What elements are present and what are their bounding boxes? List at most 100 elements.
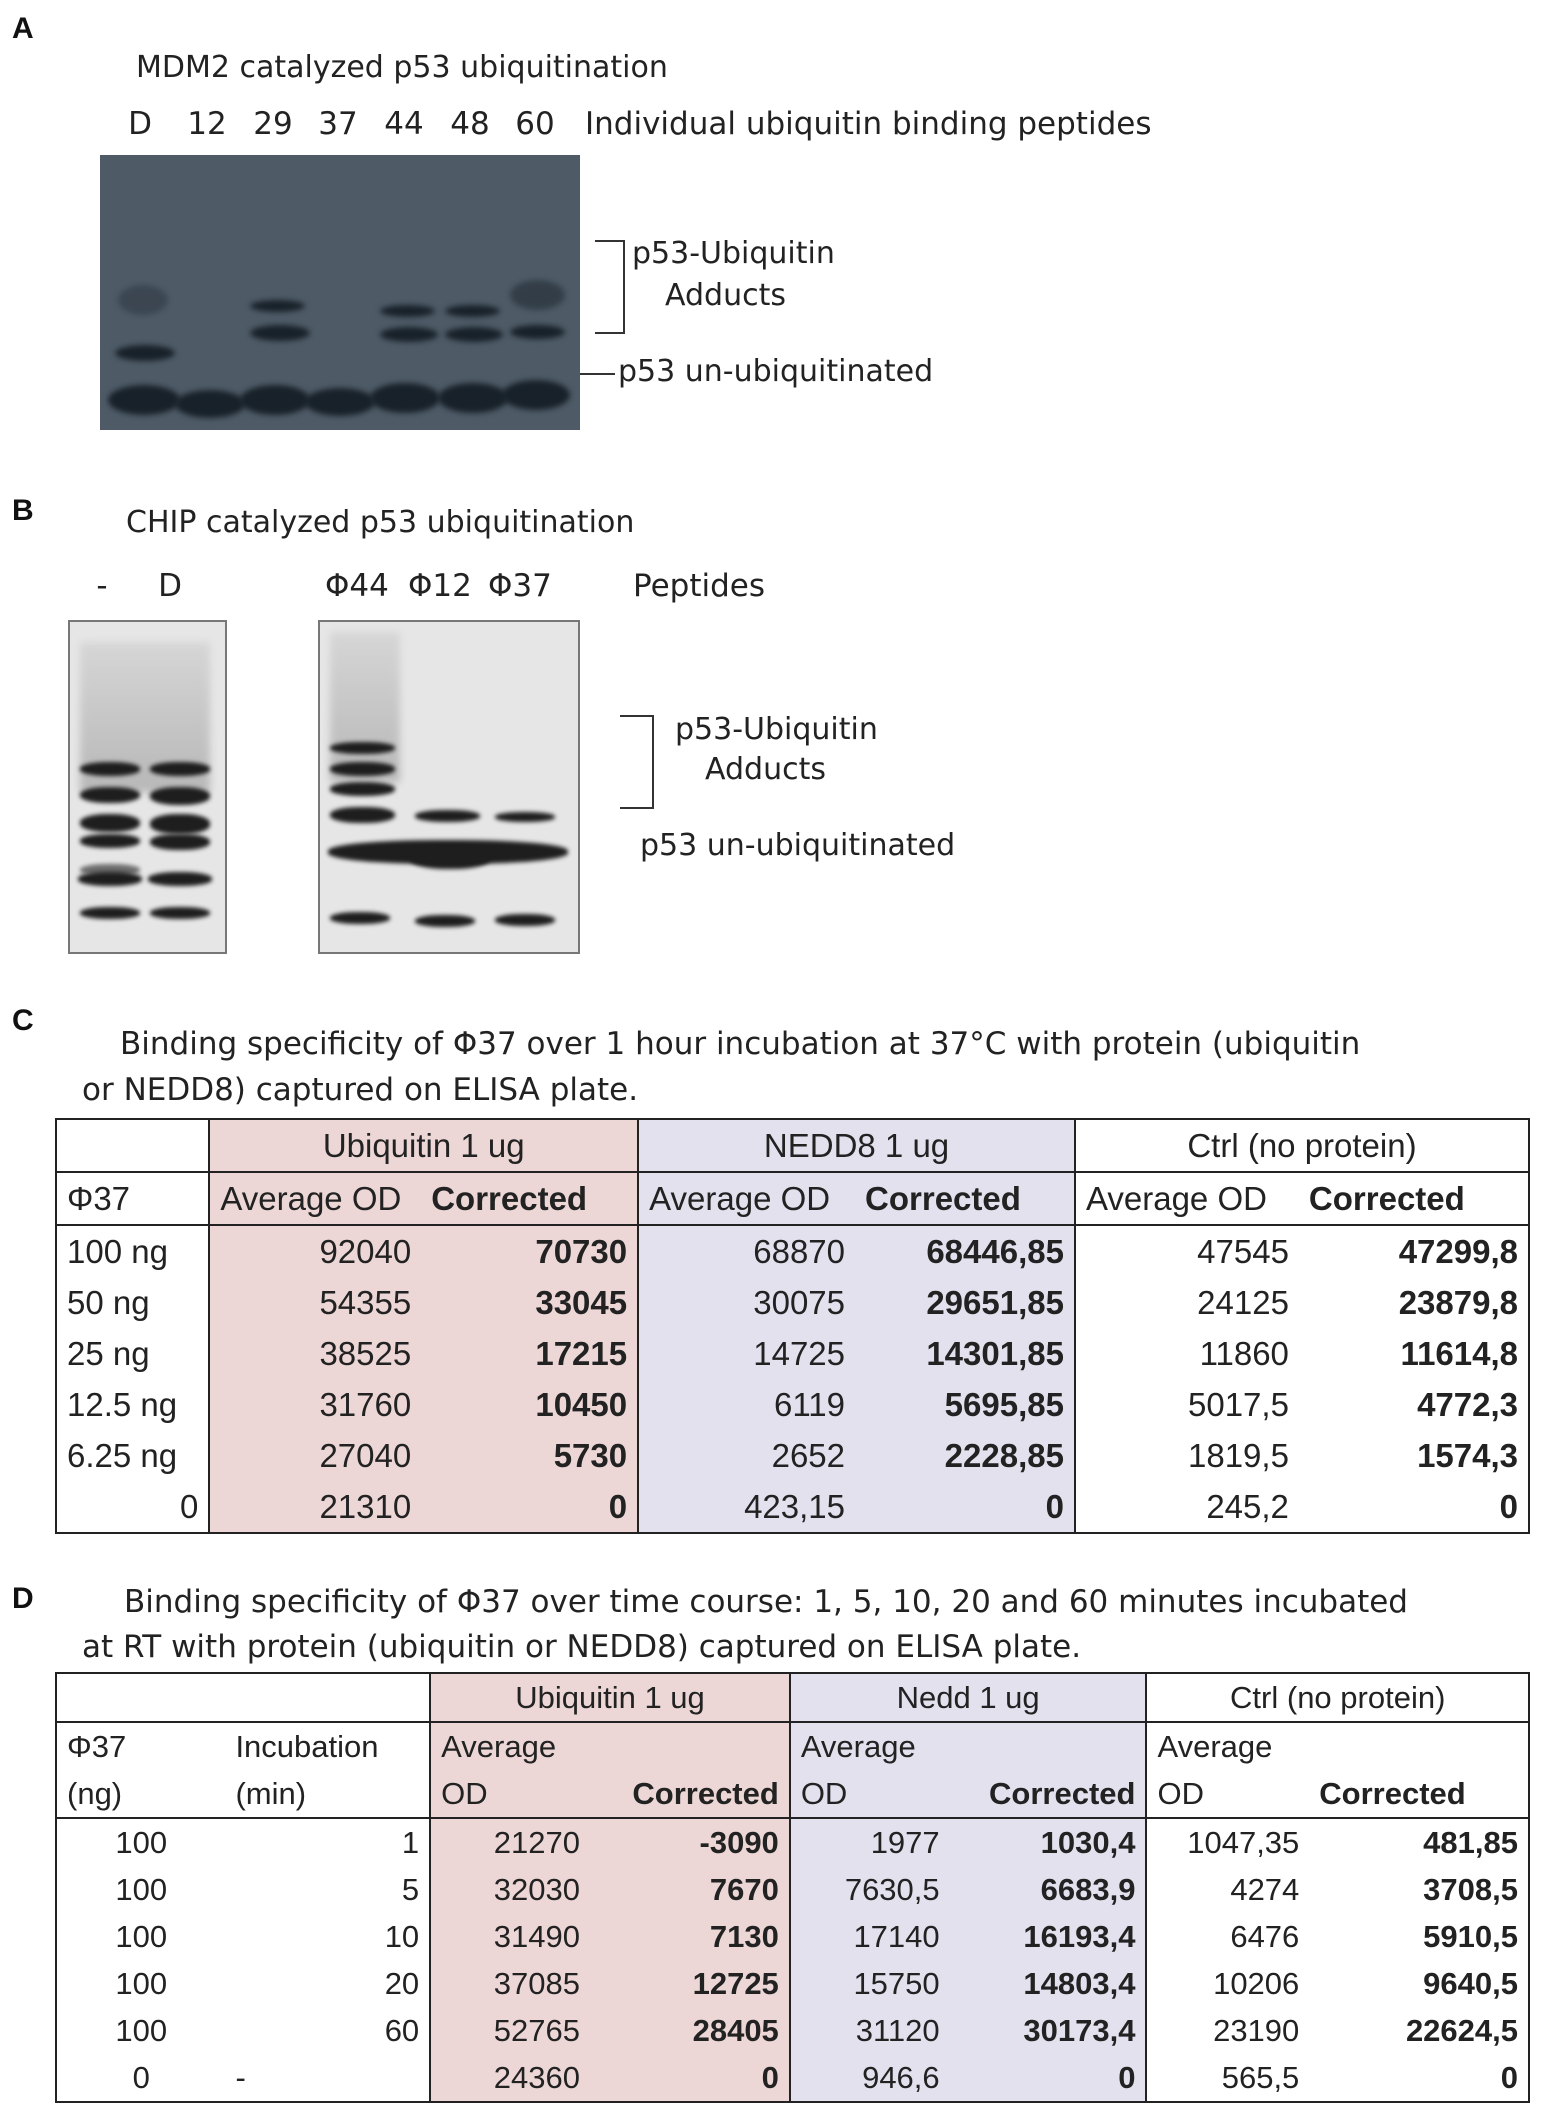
western-blot-b-right <box>318 620 580 954</box>
cell: 37085 <box>429 1960 591 2007</box>
cell: -3090 <box>590 1818 790 1866</box>
cell: 33045 <box>421 1277 639 1328</box>
cell: 11860 <box>1073 1328 1299 1379</box>
cell: 100 ng <box>54 1225 210 1277</box>
lane-label: 37 <box>318 106 358 142</box>
cell: 3708,5 <box>1309 1866 1530 1913</box>
western-blot-a <box>100 155 580 430</box>
lane-label: Φ44 <box>325 568 389 604</box>
cell: 5695,85 <box>855 1379 1075 1430</box>
panel-a-label: A <box>12 12 34 45</box>
lane-label: 44 <box>384 106 424 142</box>
col-header: Average OD <box>208 1172 422 1225</box>
adducts-bracket <box>595 240 625 334</box>
cell: 24360 <box>429 2054 591 2102</box>
col-header: Corrected <box>1309 1770 1530 1818</box>
cell: 54355 <box>208 1277 422 1328</box>
adducts-label-b2: Adducts <box>705 752 826 787</box>
cell: 100 <box>54 2007 226 2054</box>
unubiq-label-b: p53 un-ubiquitinated <box>640 828 956 863</box>
cell: 2652 <box>637 1430 856 1481</box>
cell: 31120 <box>788 2007 950 2054</box>
cell: 5 <box>401 1871 420 1907</box>
group-header: Ubiquitin 1 ug <box>429 1673 790 1722</box>
col-header: Corrected <box>949 1770 1147 1818</box>
cell: 28405 <box>590 2007 790 2054</box>
cell: 6.25 ng <box>54 1430 210 1481</box>
adducts-label-b: p53-Ubiquitin <box>675 712 878 747</box>
group-header: Ctrl (no protein) <box>1073 1119 1531 1172</box>
table-row: 100 60 52765 28405 31120 30173,4 23190 2… <box>54 2007 1530 2054</box>
cell: 14803,4 <box>949 1960 1147 2007</box>
panel-d-label: D <box>12 1582 34 1615</box>
col-header: Average <box>788 1722 950 1770</box>
table-d: Ubiquitin 1 ug Nedd 1 ug Ctrl (no protei… <box>54 1672 1530 2103</box>
cell: 4772,3 <box>1298 1379 1531 1430</box>
cell: 47299,8 <box>1298 1225 1531 1277</box>
cell: 0 <box>590 2054 790 2102</box>
panel-d-caption-2: at RT with protein (ubiquitin or NEDD8) … <box>82 1629 1082 1665</box>
cell: 14301,85 <box>855 1328 1075 1379</box>
cell: 100 <box>54 1866 226 1913</box>
cell: 1574,3 <box>1298 1430 1531 1481</box>
table-c: Ubiquitin 1 ug NEDD8 1 ug Ctrl (no prote… <box>54 1118 1531 1534</box>
cell: 29651,85 <box>855 1277 1075 1328</box>
table-row: 100 ng 92040 70730 68870 68446,85 47545 … <box>54 1225 1531 1277</box>
cell: 1 <box>401 1824 420 1860</box>
cell: 1977 <box>788 1818 950 1866</box>
cell: 20 <box>384 1965 420 2001</box>
cell: 0 <box>855 1481 1075 1533</box>
cell: 10450 <box>421 1379 639 1430</box>
cell: 6683,9 <box>949 1866 1147 1913</box>
cell: 12725 <box>590 1960 790 2007</box>
cell: 31490 <box>429 1913 591 1960</box>
lanes-caption: Peptides <box>633 568 766 604</box>
group-header: Ctrl (no protein) <box>1145 1673 1530 1722</box>
col-header: OD <box>788 1770 950 1818</box>
cell: 23190 <box>1145 2007 1310 2054</box>
col-header: Average <box>429 1722 591 1770</box>
cell: 24125 <box>1073 1277 1299 1328</box>
table-row: 100 20 37085 12725 15750 14803,4 10206 9… <box>54 1960 1530 2007</box>
cell: 1047,35 <box>1145 1818 1310 1866</box>
col-header: Corrected <box>590 1770 790 1818</box>
group-header: Ubiquitin 1 ug <box>208 1119 639 1172</box>
table-row: 0 21310 0 423,15 0 245,2 0 <box>54 1481 1531 1533</box>
cell: 2228,85 <box>855 1430 1075 1481</box>
col-header: Average OD <box>637 1172 856 1225</box>
cell: 481,85 <box>1309 1818 1530 1866</box>
cell: 0 <box>1309 2054 1530 2102</box>
lane-label: 60 <box>515 106 555 142</box>
cell: 6476 <box>1145 1913 1310 1960</box>
cell: 7670 <box>590 1866 790 1913</box>
cell: 60 <box>384 2012 420 2048</box>
cell: 92040 <box>208 1225 422 1277</box>
cell: 27040 <box>208 1430 422 1481</box>
cell: 423,15 <box>637 1481 856 1533</box>
adducts-label-a2: Adducts <box>665 278 786 313</box>
col-header: OD <box>1145 1770 1310 1818</box>
cell: 245,2 <box>1073 1481 1299 1533</box>
cell: 100 <box>54 1960 226 2007</box>
group-header: NEDD8 1 ug <box>637 1119 1075 1172</box>
cell: 52765 <box>429 2007 591 2054</box>
cell: 100 <box>54 1913 226 1960</box>
cell: 68870 <box>637 1225 856 1277</box>
table-row: 100 1 21270 -3090 1977 1030,4 1047,35 48… <box>54 1818 1530 1866</box>
cell: - <box>235 2059 246 2095</box>
panel-c-caption-2: or NEDD8) captured on ELISA plate. <box>82 1072 639 1108</box>
western-blot-b-left <box>68 620 227 954</box>
table-row: 12.5 ng 31760 10450 6119 5695,85 5017,5 … <box>54 1379 1531 1430</box>
cell: 21310 <box>208 1481 422 1533</box>
cell: 25 ng <box>54 1328 210 1379</box>
cell: 946,6 <box>788 2054 950 2102</box>
col-header: Corrected <box>421 1172 639 1225</box>
lanes-caption: Individual ubiquitin binding peptides <box>585 106 1152 142</box>
cell: 17140 <box>788 1913 950 1960</box>
cell: 16193,4 <box>949 1913 1147 1960</box>
panel-c-label: C <box>12 1004 34 1037</box>
cell: 9640,5 <box>1309 1960 1530 2007</box>
cell: 38525 <box>208 1328 422 1379</box>
cell: 0 <box>54 2054 226 2102</box>
table-row: 100 5 32030 7670 7630,5 6683,9 4274 3708… <box>54 1866 1530 1913</box>
